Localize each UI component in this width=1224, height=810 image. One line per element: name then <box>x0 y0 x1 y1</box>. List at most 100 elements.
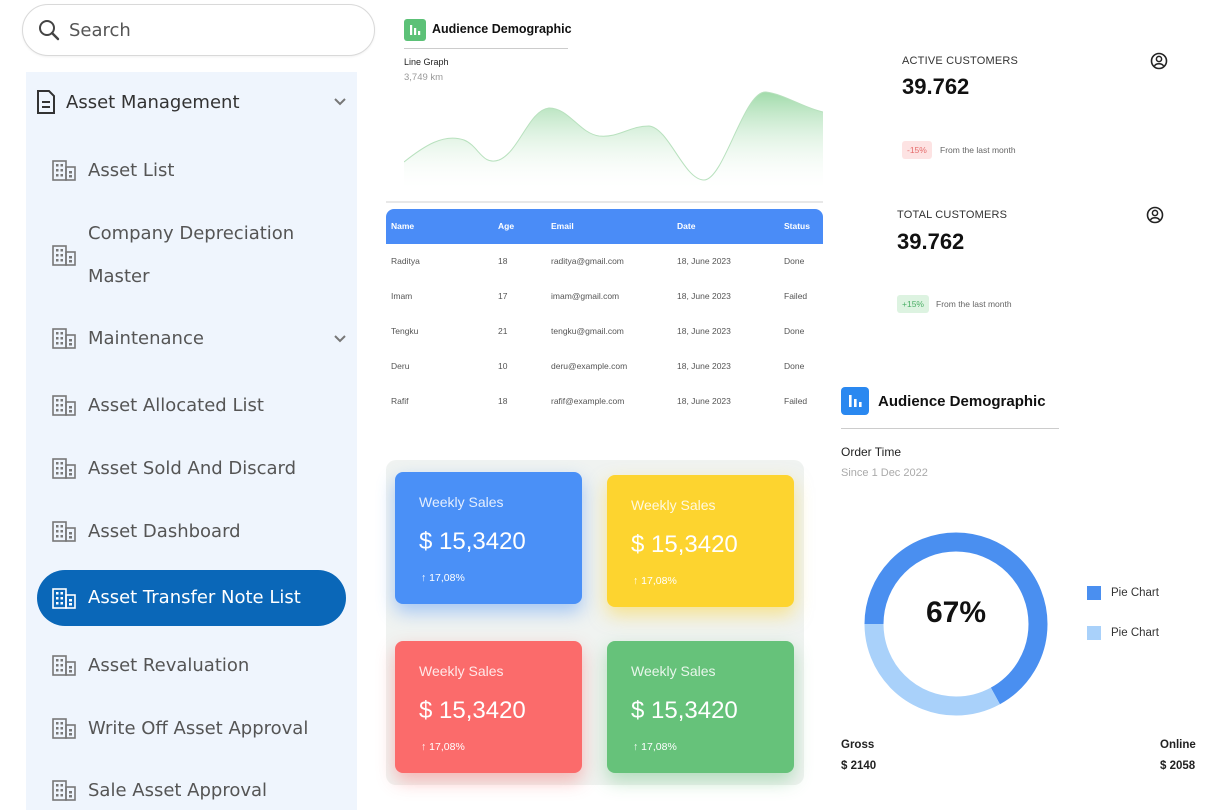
total-customers-label: TOTAL CUSTOMERS <box>897 209 1008 221</box>
cell-date: 18, June 2023 <box>677 326 731 336</box>
search-input[interactable]: Search <box>69 19 131 41</box>
cell-name: Tengku <box>391 326 419 336</box>
legend-swatch-primary <box>1087 586 1101 600</box>
user-icon[interactable] <box>1146 206 1164 224</box>
arrow-up-icon: ↑ <box>633 575 639 587</box>
cell-email: deru@example.com <box>551 361 628 371</box>
order-time-label: Order Time <box>841 445 902 459</box>
line-graph-area <box>404 91 823 188</box>
card-change-value: 17,08% <box>429 572 465 584</box>
weekly-sales-card[interactable]: Weekly Sales $ 15,3420 ↑ 17,08% <box>607 641 794 773</box>
table-row[interactable]: Tengku 21 tengku@gmail.com 18, June 2023… <box>386 314 823 349</box>
weekly-sales-card[interactable]: Weekly Sales $ 15,3420 ↑ 17,08% <box>607 475 794 607</box>
card-value: $ 15,3420 <box>631 697 738 724</box>
divider <box>386 201 823 203</box>
cell-status: Failed <box>784 396 808 406</box>
cell-date: 18, June 2023 <box>677 256 731 266</box>
table-row[interactable]: Rafif 18 rafif@example.com 18, June 2023… <box>386 384 823 419</box>
column-header-status[interactable]: Status <box>784 221 810 231</box>
cell-name: Imam <box>391 291 413 301</box>
cell-email: tengku@gmail.com <box>551 326 624 336</box>
card-title: Weekly Sales <box>419 663 504 679</box>
sidebar-item-asset-list[interactable]: Asset List <box>26 149 357 192</box>
line-graph-label: Line Graph <box>404 57 449 67</box>
sidebar-item-label: Company Depreciation <box>88 223 295 244</box>
weekly-sales-card[interactable]: Weekly Sales $ 15,3420 ↑ 17,08% <box>395 472 582 604</box>
online-value: $ 2058 <box>1160 760 1196 772</box>
table-row[interactable]: Deru 10 deru@example.com 18, June 2023 D… <box>386 349 823 384</box>
card-value: $ 15,3420 <box>419 697 526 724</box>
change-note: From the last month <box>936 299 1012 309</box>
sidebar-item-asset-allocated-list[interactable]: Asset Allocated List <box>26 384 357 427</box>
sidebar-item-sale-asset-approval[interactable]: Sale Asset Approval <box>26 769 357 810</box>
table-header: Name Age Email Date Status <box>386 209 823 244</box>
card-change: ↑ 17,08% <box>421 741 465 753</box>
cell-email: rafif@example.com <box>551 396 625 406</box>
cell-name: Raditya <box>391 256 420 266</box>
chevron-down-icon[interactable] <box>333 334 347 344</box>
sidebar-item-write-off-asset-approval[interactable]: Write Off Asset Approval <box>26 707 357 750</box>
sidebar-item-label: Asset Dashboard <box>88 521 241 542</box>
legend-label: Pie Chart <box>1111 587 1159 599</box>
change-note: From the last month <box>940 145 1016 155</box>
card-change: ↑ 17,08% <box>633 575 677 587</box>
card-title: Weekly Sales <box>631 663 716 679</box>
sidebar-item-asset-revaluation[interactable]: Asset Revaluation <box>26 644 357 687</box>
data-table: Name Age Email Date Status Raditya 18 ra… <box>386 209 823 419</box>
card-change-value: 17,08% <box>641 741 677 753</box>
weekly-sales-card[interactable]: Weekly Sales $ 15,3420 ↑ 17,08% <box>395 641 582 773</box>
cell-date: 18, June 2023 <box>677 396 731 406</box>
line-graph-subtitle: 3,749 km <box>404 72 444 83</box>
donut-slice-1 <box>864 532 1048 716</box>
sidebar-item-company-depreciation-master[interactable]: Company Depreciation Master <box>26 212 357 298</box>
column-header-age[interactable]: Age <box>498 221 515 231</box>
change-badge: -15% <box>902 141 932 159</box>
cell-status: Done <box>784 361 805 371</box>
sidebar-item-label: Asset Sold And Discard <box>88 458 297 479</box>
building-icon <box>52 780 76 801</box>
sidebar-item-label: Maintenance <box>88 328 204 349</box>
column-header-name[interactable]: Name <box>391 221 415 231</box>
change-badge: +15% <box>897 295 929 313</box>
sidebar-item-asset-sold-and-discard[interactable]: Asset Sold And Discard <box>26 447 357 490</box>
search-bar[interactable]: Search <box>22 4 375 56</box>
sidebar-section-asset-management[interactable]: Asset Management <box>26 72 357 132</box>
card-value: $ 15,3420 <box>419 528 526 555</box>
arrow-up-icon: ↑ <box>633 741 639 753</box>
building-icon <box>52 458 76 479</box>
document-icon <box>37 90 55 114</box>
chevron-down-icon[interactable] <box>333 97 347 107</box>
column-header-date[interactable]: Date <box>677 221 696 231</box>
table-row[interactable]: Imam 17 imam@gmail.com 18, June 2023 Fai… <box>386 279 823 314</box>
cell-date: 18, June 2023 <box>677 361 731 371</box>
table-row[interactable]: Raditya 18 raditya@gmail.com 18, June 20… <box>386 244 823 279</box>
card-change-value: 17,08% <box>429 741 465 753</box>
building-icon <box>52 160 76 181</box>
building-icon <box>52 588 76 609</box>
cell-name: Rafif <box>391 396 409 406</box>
cell-age: 10 <box>498 361 508 371</box>
column-header-email[interactable]: Email <box>551 221 574 231</box>
cell-age: 18 <box>498 256 508 266</box>
cell-age: 17 <box>498 291 508 301</box>
building-icon <box>52 328 76 349</box>
building-icon <box>52 521 76 542</box>
gross-value: $ 2140 <box>841 760 877 772</box>
user-icon[interactable] <box>1150 52 1168 70</box>
sidebar-item-maintenance[interactable]: Maintenance <box>26 317 357 360</box>
arrow-up-icon: ↑ <box>421 572 427 584</box>
cell-age: 21 <box>498 326 508 336</box>
total-customers-value: 39.762 <box>897 229 965 254</box>
bar-chart-icon <box>404 19 426 41</box>
divider <box>404 48 568 49</box>
sidebar-item-label: Master <box>88 266 150 287</box>
legend-swatch-secondary <box>1087 626 1101 640</box>
sidebar-item-asset-dashboard[interactable]: Asset Dashboard <box>26 510 357 553</box>
cell-status: Done <box>784 326 805 336</box>
online-label: Online <box>1160 739 1196 751</box>
card-title: Weekly Sales <box>419 494 504 510</box>
building-icon <box>52 395 76 416</box>
sidebar-section-title: Asset Management <box>66 91 240 113</box>
sidebar-item-asset-transfer-note-list[interactable]: Asset Transfer Note List <box>37 570 346 626</box>
arrow-up-icon: ↑ <box>421 741 427 753</box>
